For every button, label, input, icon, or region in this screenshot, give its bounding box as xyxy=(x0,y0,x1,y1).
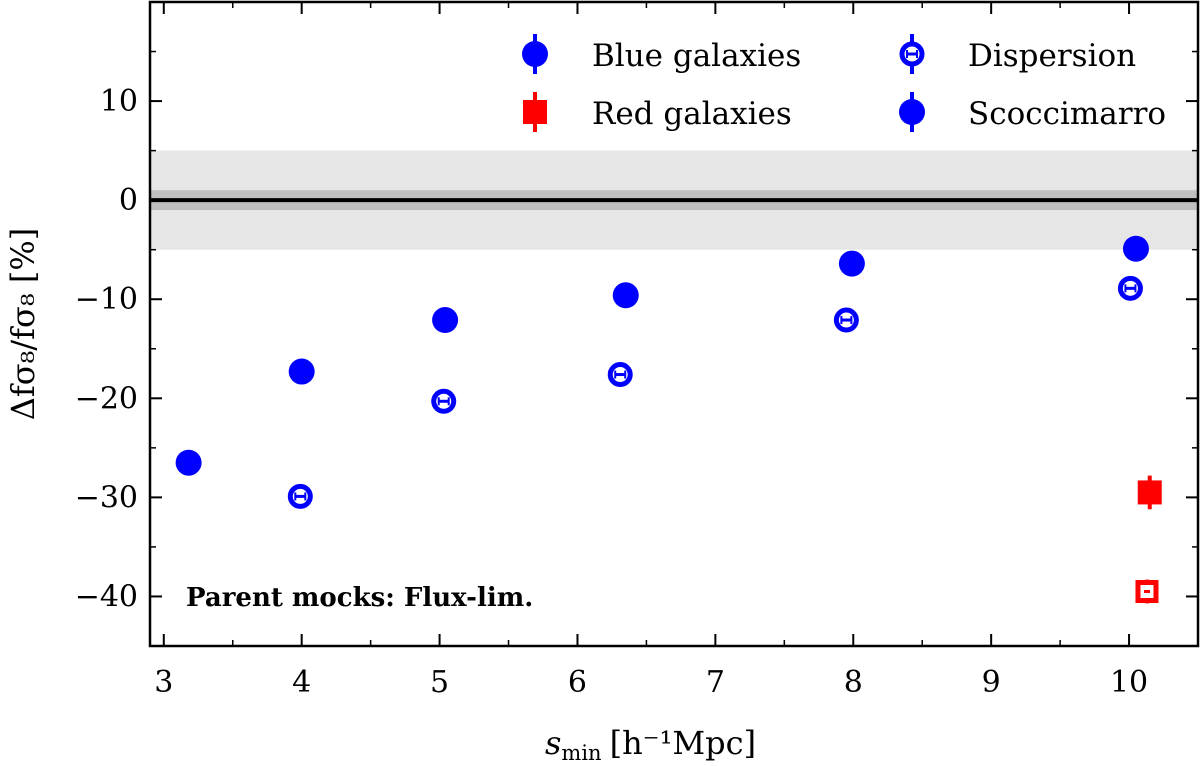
x-tick-label: 7 xyxy=(706,665,725,700)
data-point-dispersion-2 xyxy=(607,362,633,388)
data-point-scoccimarro-5 xyxy=(1122,235,1149,262)
data-point-dispersion-0 xyxy=(287,483,313,509)
x-tick-label: 6 xyxy=(568,665,587,700)
marker-filled-square xyxy=(523,100,547,124)
marker-filled-circle xyxy=(1122,235,1149,262)
data-point-dispersion-3 xyxy=(833,307,859,333)
plot-frame xyxy=(148,0,1200,648)
x-axis-label-main: s xyxy=(545,724,561,762)
legend: Blue galaxies Dispersion Red galaxies Scocc… xyxy=(522,34,1166,132)
data-point-scoccimarro-3 xyxy=(612,282,639,309)
data-point-scoccimarro-1 xyxy=(288,358,315,385)
x-tick-label: 3 xyxy=(154,665,173,700)
legend-label: Dispersion xyxy=(968,38,1136,74)
legend-marker xyxy=(899,99,925,125)
marker-filled-circle xyxy=(175,449,202,476)
marker-filled-circle xyxy=(838,250,865,277)
data-point-red-galaxies-dispersion--0 xyxy=(1135,579,1159,604)
y-tick-label: 10 xyxy=(100,84,138,119)
x-tick-label: 8 xyxy=(844,665,863,700)
data-point-red-galaxies-0 xyxy=(1137,475,1162,510)
legend-marker xyxy=(522,41,548,67)
legend-marker xyxy=(899,41,925,67)
marker-filled-circle xyxy=(899,99,925,125)
marker-filled-circle xyxy=(612,282,639,309)
x-tick-label: 9 xyxy=(982,665,1001,700)
y-tick-label: −40 xyxy=(75,579,138,614)
y-tick-label: −30 xyxy=(75,480,138,515)
marker-filled-square xyxy=(1137,480,1162,505)
y-tick-label: −20 xyxy=(75,381,138,416)
y-tick-label: −10 xyxy=(75,282,138,317)
x-axis-label-sub: min xyxy=(561,741,601,765)
x-tick-label: 4 xyxy=(292,665,311,700)
annotation-text: Parent mocks: Flux-lim. xyxy=(186,583,533,613)
ticks-layer: 3 4 5 6 7 8 9 10 10 0 −10 −20 −30 −40 xyxy=(75,2,1198,700)
legend-entry-2: Red galaxies xyxy=(523,92,792,132)
data-point-scoccimarro-0 xyxy=(175,449,202,476)
marker-filled-circle xyxy=(288,358,315,385)
data-point-dispersion-1 xyxy=(431,388,457,414)
marker-filled-circle xyxy=(432,307,459,334)
legend-label: Blue galaxies xyxy=(592,38,801,74)
legend-entry-0: Blue galaxies xyxy=(522,34,801,74)
data-point-dispersion-4 xyxy=(1117,275,1143,301)
x-tick-label: 5 xyxy=(430,665,449,700)
x-axis-label-unit: [h⁻¹Mpc] xyxy=(610,724,756,762)
x-tick-label: 10 xyxy=(1110,665,1148,700)
legend-marker xyxy=(523,100,547,124)
y-axis-label: Δfσ₈/fσ₈ [%] xyxy=(4,228,42,420)
legend-entry-1: Dispersion xyxy=(899,34,1136,74)
marker-filled-circle xyxy=(522,41,548,67)
data-point-scoccimarro-4 xyxy=(838,250,865,277)
legend-entry-3: Scoccimarro xyxy=(899,92,1166,132)
data-point-scoccimarro-2 xyxy=(432,307,459,334)
legend-label: Scoccimarro xyxy=(968,96,1166,132)
y-tick-label: 0 xyxy=(119,183,138,218)
x-axis-label: smin [h⁻¹Mpc] xyxy=(545,724,756,765)
legend-label: Red galaxies xyxy=(592,96,792,132)
points-layer xyxy=(175,235,1162,604)
